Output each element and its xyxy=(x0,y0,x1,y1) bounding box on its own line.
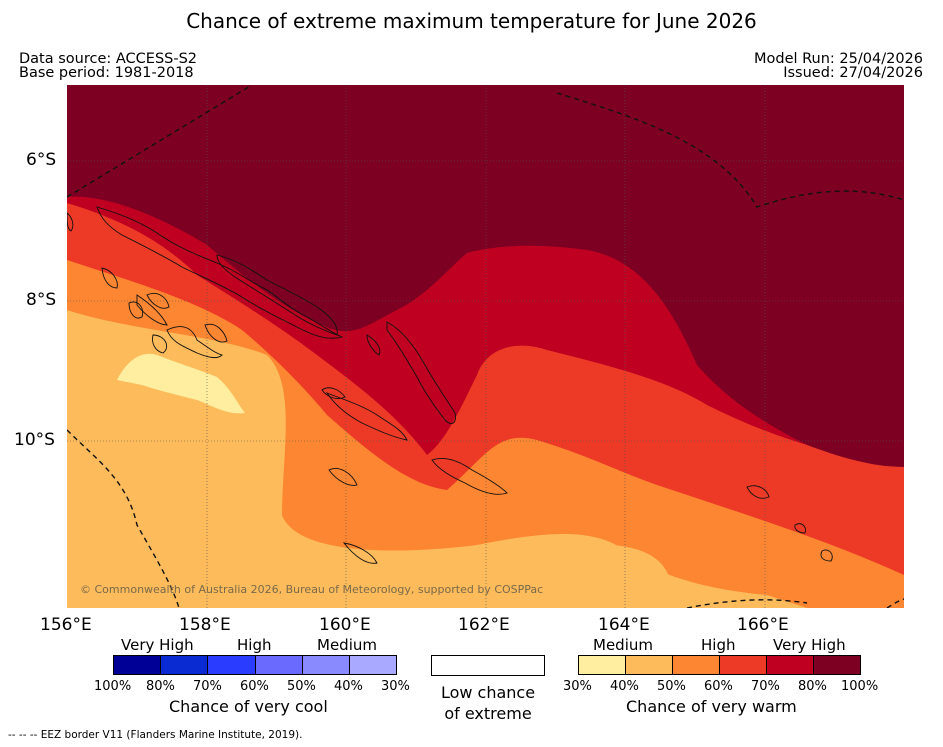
zone-30-40 xyxy=(117,353,245,414)
warm-tick: 80% xyxy=(798,679,827,694)
lon-label-156e: 156°E xyxy=(40,615,92,635)
warm-tick: 100% xyxy=(841,679,879,694)
cool-tick: 80% xyxy=(146,679,175,694)
lon-label-162e: 162°E xyxy=(458,615,510,635)
data-source: Data source: ACCESS-S2 xyxy=(19,51,198,67)
cool-cat-medium: Medium xyxy=(317,636,377,654)
warm-colorbar xyxy=(578,655,861,675)
coastlines xyxy=(67,206,833,564)
cool-tick: 60% xyxy=(240,679,269,694)
lat-label-10s: 10°S xyxy=(14,430,55,450)
low-chance-caption-line2: of extreme xyxy=(444,704,532,723)
cool-swatch-60-50 xyxy=(255,656,303,674)
cool-caption: Chance of very cool xyxy=(169,697,328,716)
cool-colorbar xyxy=(113,655,397,675)
cool-cat-high: High xyxy=(237,636,272,654)
zone-40-50-south xyxy=(552,545,671,608)
map-panel: © Commonwealth of Australia 2026, Bureau… xyxy=(67,85,904,608)
graticule xyxy=(67,85,904,608)
warm-tick: 60% xyxy=(704,679,733,694)
cool-swatch-70-60 xyxy=(208,656,256,674)
cool-tick: 100% xyxy=(94,679,132,694)
issued-date: Issued: 27/04/2026 xyxy=(783,65,923,81)
lat-label-6s: 6°S xyxy=(26,150,57,170)
cool-tick: 30% xyxy=(381,679,410,694)
cool-swatch-100-80 xyxy=(114,656,162,674)
cool-swatch-40-30 xyxy=(349,656,397,674)
warm-swatch-80-100 xyxy=(814,656,860,674)
lon-label-160e: 160°E xyxy=(319,615,371,635)
warm-cat-high: High xyxy=(701,636,736,654)
cool-tick: 40% xyxy=(334,679,363,694)
warm-swatch-50-60 xyxy=(673,656,720,674)
eez-border xyxy=(67,85,904,608)
warm-swatch-70-80 xyxy=(767,656,814,674)
map-title: Chance of extreme maximum temperature fo… xyxy=(186,9,757,33)
cool-cat-very-high: Very High xyxy=(121,636,194,654)
low-chance-caption-line1: Low chance xyxy=(440,683,536,702)
model-run: Model Run: 25/04/2026 xyxy=(753,51,923,67)
warm-cat-medium: Medium xyxy=(593,636,653,654)
warm-tick: 40% xyxy=(610,679,639,694)
warm-tick: 50% xyxy=(657,679,686,694)
base-period: Base period: 1981-2018 xyxy=(19,65,194,81)
cool-tick: 50% xyxy=(287,679,316,694)
lat-label-8s: 8°S xyxy=(26,290,57,310)
warm-tick: 30% xyxy=(563,679,592,694)
warm-tick: 70% xyxy=(751,679,780,694)
lon-label-158e: 158°E xyxy=(179,615,231,635)
cool-swatch-80-70 xyxy=(161,656,209,674)
cool-tick: 70% xyxy=(193,679,222,694)
eez-footnote: -- -- -- EEZ border V11 (Flanders Marine… xyxy=(8,729,303,741)
warm-cat-very-high: Very High xyxy=(773,636,846,654)
low-chance-swatch xyxy=(431,655,545,676)
zone-80-100 xyxy=(67,85,904,467)
warm-swatch-30-40 xyxy=(579,656,626,674)
warm-caption: Chance of very warm xyxy=(626,697,797,716)
copyright-notice: © Commonwealth of Australia 2026, Bureau… xyxy=(80,583,544,596)
lon-label-166e: 166°E xyxy=(737,615,789,635)
warm-swatch-60-70 xyxy=(720,656,767,674)
cool-swatch-50-40 xyxy=(302,656,350,674)
warm-swatch-40-50 xyxy=(626,656,673,674)
lon-label-164e: 164°E xyxy=(598,615,650,635)
